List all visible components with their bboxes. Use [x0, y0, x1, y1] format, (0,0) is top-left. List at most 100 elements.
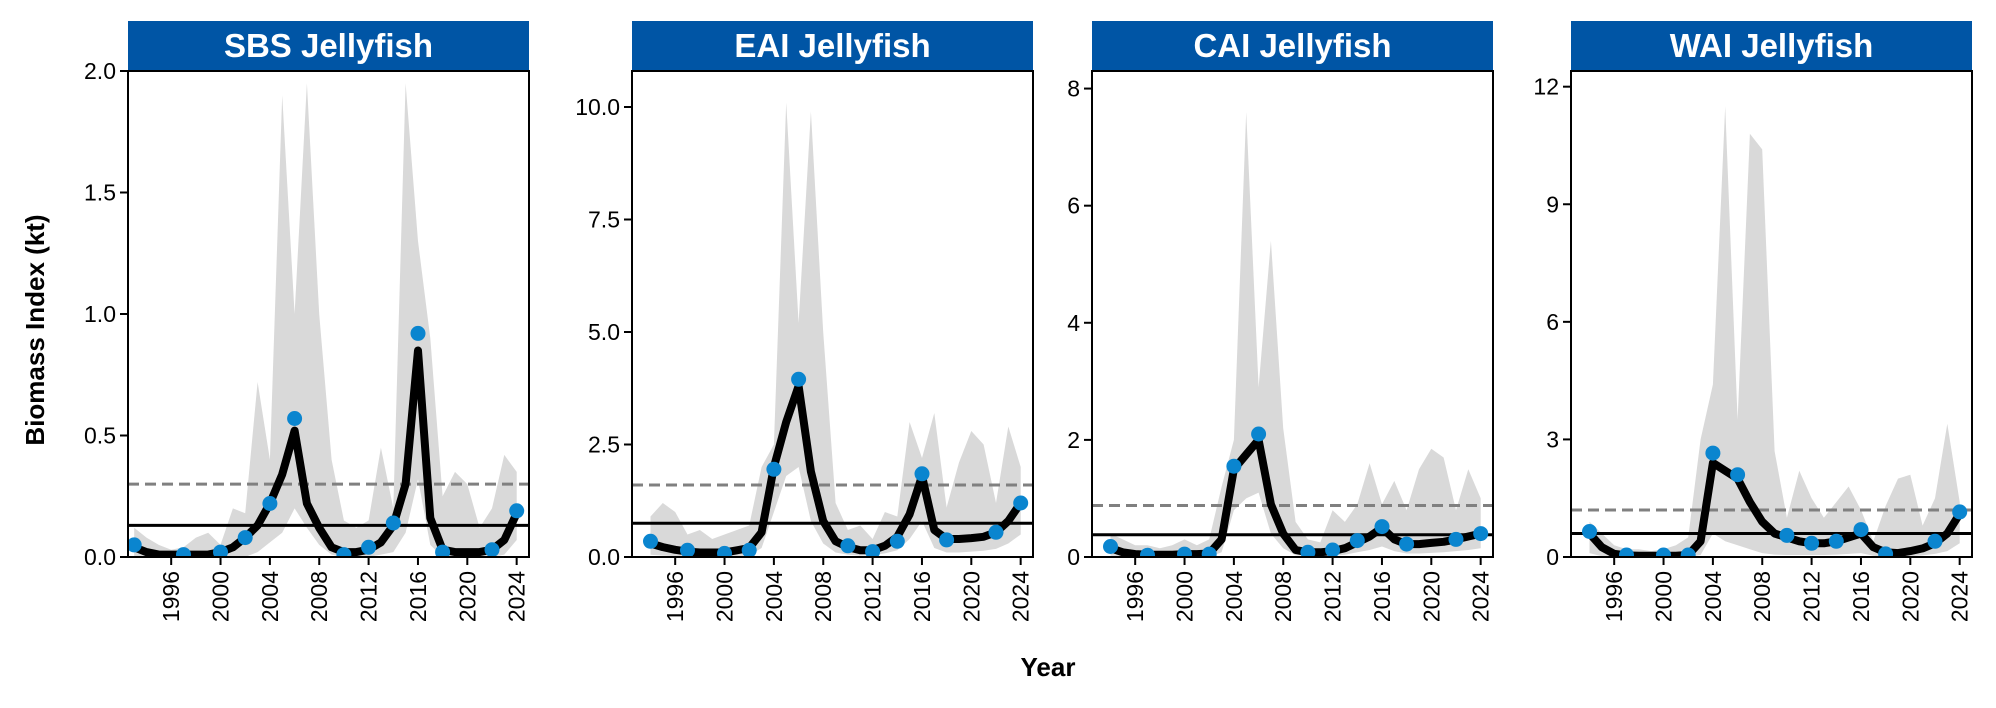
y-tick-label: 1.5 — [84, 180, 116, 206]
x-tick-label: 2020 — [1897, 571, 1923, 622]
x-tick-label: 1996 — [1601, 571, 1627, 622]
x-tick-label: 2000 — [1651, 571, 1677, 622]
y-tick-label: 9 — [1546, 191, 1559, 217]
data-point — [1828, 533, 1844, 549]
x-tick-label: 2024 — [1468, 571, 1494, 622]
panel-border — [631, 70, 1034, 558]
y-tick-label: 3 — [1546, 426, 1559, 452]
data-point — [1656, 547, 1671, 557]
data-point — [361, 539, 377, 555]
data-point — [939, 532, 955, 548]
y-tick-label: 2 — [1067, 427, 1080, 453]
panel-title: EAI Jellyfish — [734, 27, 930, 64]
panel-sbs: SBS Jellyfish 0.0 0.5 1.0 1.5 2.0 1996 2000 2004… — [84, 21, 530, 622]
data-point — [889, 533, 905, 549]
y-tick-label: 1.0 — [84, 301, 116, 327]
x-tick-label: 2008 — [306, 571, 332, 622]
y-tick-label: 6 — [1067, 193, 1080, 219]
x-tick-label: 2016 — [405, 571, 431, 622]
x-tick-label: 2008 — [810, 571, 836, 622]
data-point — [1927, 533, 1943, 549]
data-point — [741, 542, 757, 557]
data-point — [435, 544, 451, 557]
y-tick-label: 0.0 — [84, 544, 116, 570]
trend-line — [646, 382, 1025, 557]
data-point — [1177, 546, 1192, 557]
data-point — [1201, 546, 1217, 557]
trend-line — [130, 346, 521, 557]
x-tick-label: 2012 — [356, 571, 382, 622]
x-tick-label: 2012 — [860, 571, 886, 622]
y-tick-label: 0 — [1067, 544, 1080, 570]
confidence-band — [650, 102, 1021, 557]
panel-border — [1570, 70, 1973, 558]
y-tick-label: 2.5 — [588, 432, 620, 458]
data-point — [213, 544, 228, 557]
data-point — [1325, 542, 1341, 557]
x-tick-label: 2000 — [1172, 571, 1198, 622]
data-point — [840, 538, 856, 554]
plot-area — [128, 83, 529, 557]
x-tick-label: 2016 — [1848, 571, 1874, 622]
data-point — [1779, 527, 1795, 543]
y-tick-label: 7.5 — [588, 207, 620, 233]
y-tick-label: 8 — [1067, 76, 1080, 102]
panel-eai: EAI Jellyfish 0.0 2.5 5.0 7.5 10.0 1996 2000 200… — [575, 21, 1034, 622]
panel-title: CAI Jellyfish — [1193, 27, 1391, 64]
panel-title: WAI Jellyfish — [1670, 27, 1874, 64]
panel-strip — [1092, 21, 1493, 71]
x-tick-label: 1996 — [158, 571, 184, 622]
data-point — [1680, 547, 1696, 557]
data-point — [1619, 547, 1634, 557]
x-tick-label: 2008 — [1749, 571, 1775, 622]
x-tick-label: 2008 — [1270, 571, 1296, 622]
x-tick-label: 2024 — [1008, 571, 1034, 622]
x-tick-label: 2020 — [1418, 571, 1444, 622]
data-point — [865, 544, 881, 557]
y-tick-label: 6 — [1546, 309, 1559, 335]
x-tick-label: 2016 — [1369, 571, 1395, 622]
x-tick-label: 1996 — [662, 571, 688, 622]
data-point — [1730, 467, 1746, 483]
x-tick-label: 2020 — [454, 571, 480, 622]
data-point — [914, 466, 930, 482]
x-tick-label: 2024 — [504, 571, 530, 622]
plot-area — [1092, 112, 1493, 557]
data-point — [643, 533, 658, 549]
panel-strip — [1571, 21, 1972, 71]
data-point — [237, 530, 253, 546]
x-tick-label: 2004 — [257, 571, 283, 622]
data-point — [176, 547, 191, 557]
panel-cai: CAI Jellyfish 0 2 4 6 8 1996 2000 2004 2008 2012 20… — [1067, 21, 1494, 622]
x-tick-label: 2000 — [208, 571, 234, 622]
y-tick-label: 0.5 — [84, 423, 116, 449]
y-axis-title: Biomass Index (kt) — [20, 214, 50, 445]
trend-line — [1106, 435, 1485, 557]
data-point — [791, 371, 807, 387]
data-point — [410, 325, 426, 341]
data-point — [1251, 426, 1267, 442]
x-tick-label: 2004 — [1221, 571, 1247, 622]
x-tick-label: 2012 — [1320, 571, 1346, 622]
y-tick-label: 0 — [1546, 544, 1559, 570]
panel-border — [1091, 70, 1494, 558]
data-point — [1804, 535, 1820, 551]
data-point — [988, 524, 1004, 540]
y-tick-label: 10.0 — [575, 94, 620, 120]
data-point — [336, 547, 352, 557]
x-tick-label: 2004 — [761, 571, 787, 622]
y-tick-label: 4 — [1067, 310, 1080, 336]
data-point — [717, 545, 732, 557]
y-tick-label: 12 — [1533, 74, 1559, 100]
y-tick-label: 0.0 — [588, 544, 620, 570]
data-point — [1300, 544, 1316, 557]
x-tick-label: 2004 — [1700, 571, 1726, 622]
data-point — [385, 515, 401, 531]
data-point — [1399, 536, 1415, 552]
data-point — [128, 537, 142, 553]
trend-line — [1585, 458, 1964, 557]
data-point — [484, 542, 500, 557]
data-point — [1140, 547, 1155, 557]
data-point — [1473, 526, 1489, 542]
